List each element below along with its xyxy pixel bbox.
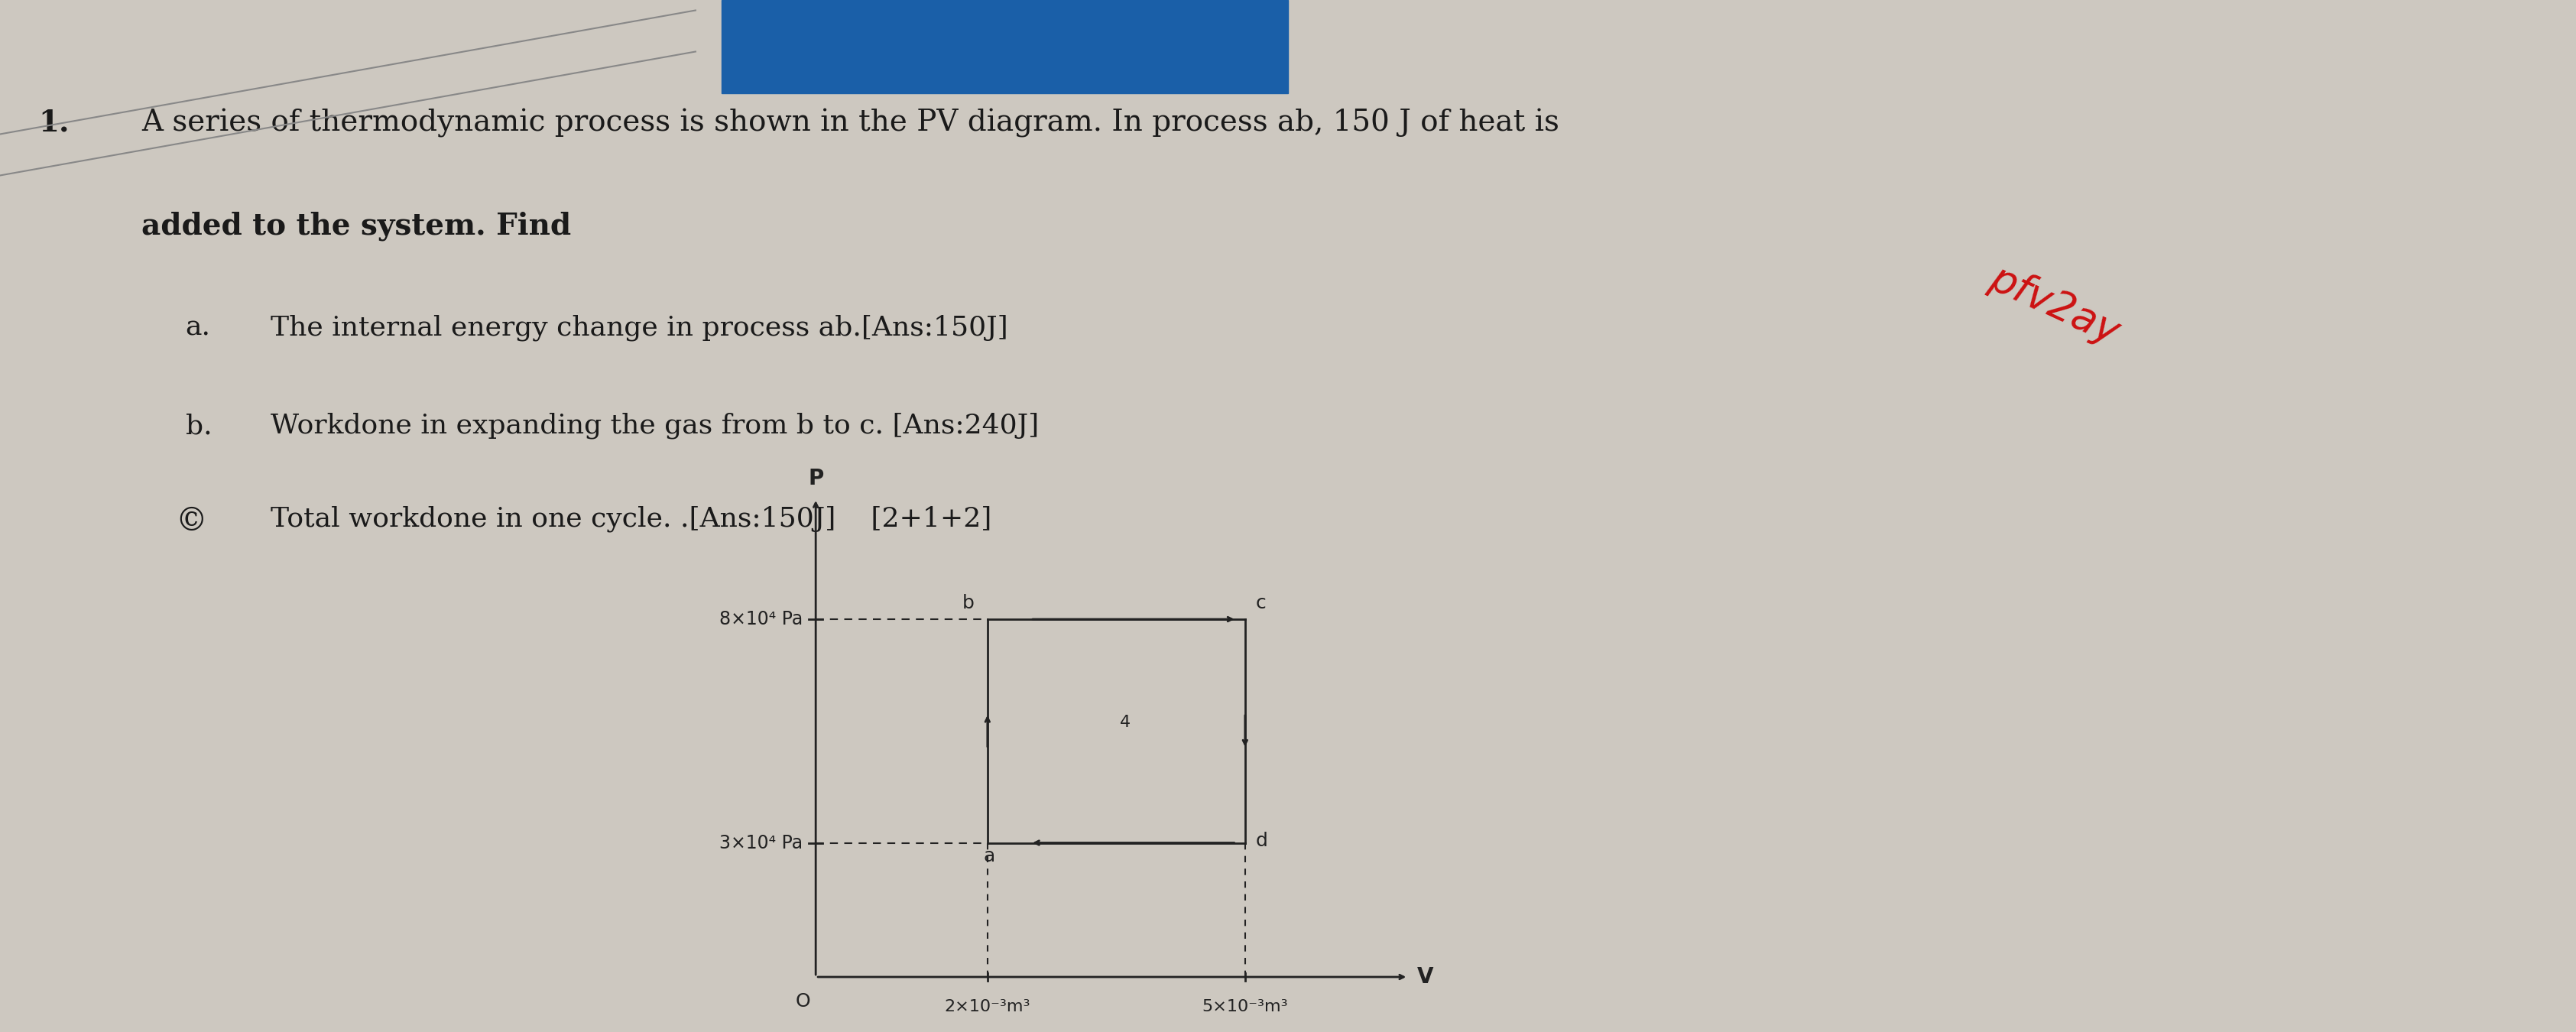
Text: A series of thermodynamic process is shown in the PV diagram. In process ab, 150: A series of thermodynamic process is sho… (142, 108, 1558, 137)
Text: V: V (1417, 966, 1432, 988)
Text: 8×10⁴ Pa: 8×10⁴ Pa (719, 610, 804, 628)
Text: Total workdone in one cycle. .[Ans:150J]    [2+1+2]: Total workdone in one cycle. .[Ans:150J]… (270, 506, 992, 533)
Text: pfv2ay: pfv2ay (1984, 258, 2125, 352)
Text: Workdone in expanding the gas from b to c. [Ans:240J]: Workdone in expanding the gas from b to … (270, 413, 1038, 440)
Text: ©: © (175, 506, 206, 538)
Text: P: P (809, 469, 824, 489)
Text: d: d (1255, 832, 1267, 849)
Text: 1.: 1. (39, 108, 70, 137)
Text: a: a (984, 847, 994, 866)
Text: a.: a. (185, 315, 211, 341)
Text: b: b (963, 594, 974, 612)
Text: added to the system. Find: added to the system. Find (142, 212, 572, 241)
Text: The internal energy change in process ab.[Ans:150J]: The internal energy change in process ab… (270, 315, 1007, 342)
Text: b.: b. (185, 413, 211, 439)
Bar (721, 0, 1288, 93)
Text: 4: 4 (1121, 714, 1131, 730)
Text: 5×10⁻³m³: 5×10⁻³m³ (1203, 999, 1288, 1014)
Text: O: O (796, 993, 811, 1011)
Text: c: c (1255, 594, 1265, 612)
Text: 3×10⁴ Pa: 3×10⁴ Pa (719, 834, 804, 852)
Text: 2×10⁻³m³: 2×10⁻³m³ (945, 999, 1030, 1014)
